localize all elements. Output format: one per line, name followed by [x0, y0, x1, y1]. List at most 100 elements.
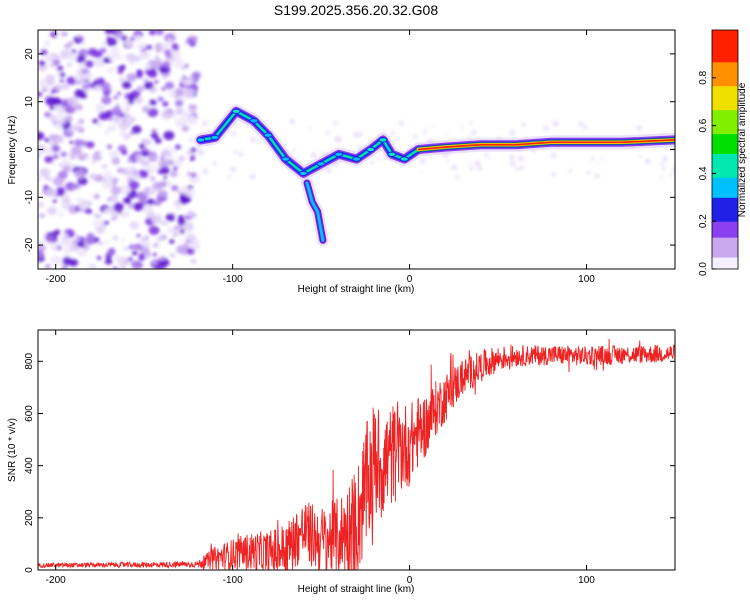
- noise-blob: [160, 156, 165, 160]
- noise-blob: [181, 66, 186, 70]
- noise-blob: [99, 82, 111, 91]
- spectrogram-x-label: Height of straight line (km): [298, 284, 415, 295]
- noise-blob: [509, 129, 516, 136]
- noise-blob: [86, 232, 95, 240]
- noise-blob: [157, 96, 164, 102]
- noise-blob: [289, 118, 295, 125]
- noise-blob: [455, 175, 460, 180]
- noise-blob: [515, 167, 520, 171]
- noise-blob: [93, 237, 100, 243]
- noise-blob: [147, 69, 158, 78]
- y-tick-label: 200: [24, 509, 35, 526]
- noise-blob: [336, 136, 342, 143]
- noise-blob: [78, 203, 87, 211]
- noise-blob: [474, 160, 481, 167]
- noise-blob: [136, 234, 141, 238]
- colorbar-band: [712, 65, 738, 71]
- colorbar-band: [712, 221, 738, 226]
- noise-blob: [230, 166, 237, 172]
- colorbar-band: [712, 149, 738, 154]
- noise-blob: [59, 72, 66, 78]
- noise-blob: [74, 89, 85, 98]
- noise-blob: [54, 122, 63, 130]
- noise-blob: [102, 41, 107, 46]
- noise-blob: [104, 130, 110, 135]
- noise-blob: [112, 266, 119, 269]
- noise-blob: [103, 208, 110, 214]
- noise-blob: [68, 204, 80, 214]
- colorbar-tick-label: 0.8: [698, 70, 709, 84]
- noise-blob: [44, 175, 52, 181]
- x-tick-label: -200: [46, 575, 66, 586]
- noise-blob: [141, 30, 148, 33]
- noise-blob: [191, 71, 201, 80]
- colorbar-band: [712, 265, 738, 270]
- noise-blob: [169, 239, 175, 244]
- noise-blob: [247, 123, 251, 128]
- noise-blob: [477, 166, 483, 172]
- colorbar-band: [712, 197, 738, 202]
- noise-blob: [74, 121, 83, 129]
- colorbar-band: [712, 37, 738, 43]
- noise-blob: [531, 148, 536, 153]
- noise-blob: [128, 180, 140, 190]
- colorbar-band: [712, 173, 738, 178]
- noise-blob: [250, 136, 256, 143]
- spectrogram-x-ticks: -200 -100 0 100: [46, 30, 595, 285]
- noise-blob: [45, 234, 55, 242]
- noise-blob: [152, 181, 164, 191]
- noise-blob: [212, 161, 217, 166]
- noise-blob: [51, 145, 61, 153]
- colorbar-band: [712, 245, 738, 250]
- noise-blob: [67, 52, 78, 61]
- noise-blob: [469, 121, 473, 125]
- noise-blob: [114, 254, 126, 264]
- noise-blob: [451, 164, 458, 171]
- noise-blob: [353, 131, 359, 138]
- noise-blob: [471, 129, 477, 135]
- noise-blob: [45, 74, 56, 83]
- noise-blob: [38, 201, 44, 208]
- noise-blob: [121, 246, 127, 250]
- noise-blob: [554, 122, 559, 127]
- colorbar-band: [712, 77, 738, 83]
- noise-blob: [54, 115, 63, 123]
- noise-blob: [165, 153, 174, 161]
- colorbar-band: [712, 73, 738, 79]
- noise-blob: [62, 165, 72, 173]
- noise-blob: [83, 81, 88, 85]
- noise-blob: [148, 189, 153, 193]
- ridge-high-layer: [417, 139, 675, 150]
- snr-panel: -200 -100 0 100 0 200 400 600 800 Height of str…: [7, 329, 676, 595]
- noise-blob: [183, 222, 194, 232]
- noise-blob: [590, 157, 595, 161]
- noise-blob: [435, 140, 438, 143]
- ridge-point: [263, 132, 273, 138]
- noise-blob: [104, 240, 110, 245]
- noise-blob: [121, 238, 126, 242]
- noise-blob: [154, 137, 162, 144]
- colorbar-band: [712, 189, 738, 194]
- noise-blob: [93, 213, 99, 218]
- snr-series-line: [38, 338, 675, 570]
- colorbar-band: [712, 81, 738, 87]
- noise-blob: [106, 126, 115, 133]
- colorbar-band: [712, 89, 738, 95]
- noise-blob: [188, 137, 195, 144]
- noise-blob: [104, 220, 109, 225]
- x-tick-label: 100: [578, 274, 595, 285]
- colorbar-band: [712, 101, 738, 107]
- noise-blob: [163, 221, 169, 226]
- noise-blob: [70, 146, 82, 156]
- noise-blob: [122, 81, 132, 89]
- colorbar-band: [712, 237, 738, 242]
- noise-blob: [156, 50, 160, 54]
- noise-blob: [600, 156, 604, 160]
- noise-blob: [47, 206, 57, 215]
- noise-blob: [425, 127, 428, 130]
- noise-blob: [66, 76, 77, 86]
- noise-blob: [156, 236, 163, 242]
- noise-blob: [149, 176, 156, 181]
- noise-blob: [636, 125, 642, 131]
